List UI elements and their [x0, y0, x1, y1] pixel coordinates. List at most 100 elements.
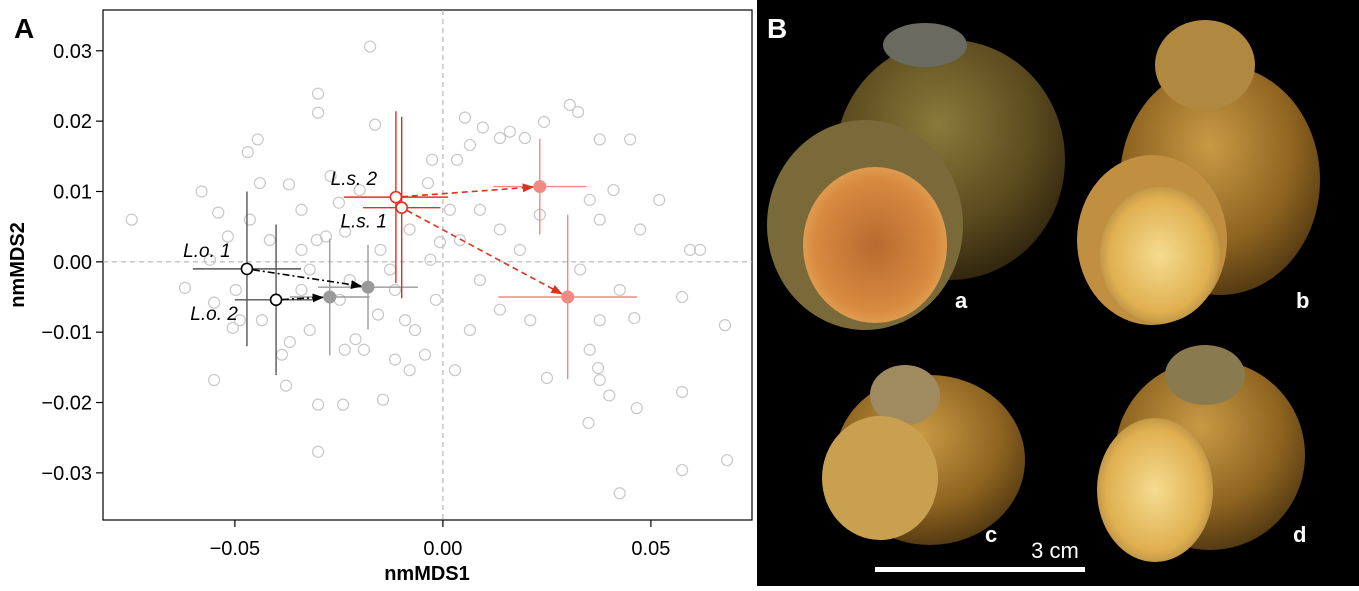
scatter-point — [583, 343, 596, 356]
scatter-point — [676, 385, 689, 399]
scatter-point — [593, 373, 606, 387]
scatter-point — [279, 379, 293, 392]
scatter-point — [572, 105, 585, 119]
scatter-point — [493, 223, 506, 236]
x-tick-label: 0.05 — [631, 538, 670, 560]
scatter-point — [537, 115, 551, 128]
scatter-point — [207, 296, 221, 309]
x-tick-label: −0.05 — [210, 538, 261, 560]
scatter-point — [212, 206, 225, 219]
scatter-point — [493, 131, 506, 145]
y-tick-label: 0.03 — [53, 41, 92, 63]
photo-panel: B a b c d 3 cm — [757, 0, 1359, 586]
scatter-point — [718, 319, 732, 332]
scatter-point — [473, 203, 487, 216]
scatter-point — [540, 371, 553, 385]
group-start — [395, 201, 409, 214]
scatter-point — [403, 364, 416, 377]
scatter-point — [591, 361, 605, 375]
scatter-point — [255, 314, 269, 327]
scatter-point — [524, 314, 537, 327]
scatter-point — [563, 98, 576, 112]
scatter-point — [207, 373, 221, 387]
panel-label: B — [767, 13, 787, 44]
scatter-point — [295, 283, 308, 297]
scatter-point — [463, 138, 477, 152]
y-tick-label: 0.01 — [53, 181, 92, 203]
scatter-point — [319, 230, 333, 243]
scatter-point — [368, 118, 382, 131]
scatter-point — [583, 193, 596, 207]
y-tick-label: 0.00 — [53, 252, 92, 274]
group-end — [561, 290, 575, 304]
scatter-point — [398, 314, 412, 327]
scatter-point — [195, 185, 208, 198]
group-end — [361, 280, 375, 294]
y-tick-label: 0.02 — [53, 111, 92, 133]
scatter-point — [593, 213, 606, 226]
scatter-point — [241, 145, 254, 159]
scatter-point — [311, 87, 325, 100]
y-tick-label: −0.01 — [41, 322, 92, 344]
y-tick-label: −0.02 — [41, 393, 92, 415]
scatter-point — [349, 333, 362, 346]
scatter-point — [424, 253, 437, 266]
scatter-point — [693, 243, 707, 256]
scatter-point — [473, 274, 487, 287]
shell-c — [822, 365, 1025, 545]
scatter-point — [295, 203, 308, 216]
scatter-point — [433, 236, 447, 249]
scatter-point — [336, 398, 350, 411]
scatter-point — [251, 133, 264, 146]
scatter-point — [226, 321, 239, 335]
scatter-point — [178, 281, 192, 294]
shell-a — [767, 23, 1065, 330]
group-label: L.o. 1 — [183, 241, 231, 262]
scatter-point — [630, 402, 643, 415]
scatter-point — [357, 343, 370, 356]
group-end — [323, 290, 337, 304]
scale-bar — [875, 567, 1085, 572]
scatter-point — [353, 183, 366, 197]
scatter-point — [720, 454, 734, 467]
group-start — [389, 190, 403, 204]
scatter-point — [303, 263, 316, 276]
scatter-point — [429, 293, 442, 306]
group-label: L.o. 2 — [190, 304, 238, 325]
scatter-point — [613, 283, 626, 297]
scatter-point — [518, 131, 531, 145]
scatter-point — [229, 283, 242, 297]
x-axis-title: nmMDS1 — [384, 563, 470, 585]
scatter-point — [613, 487, 626, 500]
arrow — [401, 183, 534, 198]
scatter-point — [311, 106, 325, 119]
scatter-point — [493, 303, 506, 316]
shell-d — [1097, 345, 1305, 562]
scatter-point — [253, 176, 266, 190]
scatter-point — [676, 463, 689, 477]
scatter-point — [513, 243, 526, 256]
scatter-point — [295, 243, 308, 256]
scatter-point — [653, 193, 666, 207]
scatter-point — [476, 121, 489, 134]
scatter-point — [582, 416, 595, 430]
scatter-point — [324, 169, 337, 183]
scatter-point — [463, 323, 477, 337]
plot-area: L.o. 1 L.o. 2 L.s. 2 L.s. 1 — [103, 10, 752, 520]
shell-b — [1077, 20, 1320, 325]
scatter-point — [283, 335, 296, 349]
specimen-label: b — [1296, 288, 1309, 313]
scatter-point — [263, 233, 276, 247]
scatter-point — [374, 243, 387, 256]
scatter-point — [388, 283, 402, 297]
scatter-point — [376, 393, 390, 406]
scatter-point — [607, 183, 620, 197]
scatter-point — [593, 133, 606, 146]
y-axis-title: nmMDS2 — [7, 222, 29, 308]
scatter-point — [303, 323, 316, 337]
scatter-point — [425, 153, 439, 166]
scatter-point — [450, 153, 464, 166]
scatter-point — [574, 263, 587, 276]
